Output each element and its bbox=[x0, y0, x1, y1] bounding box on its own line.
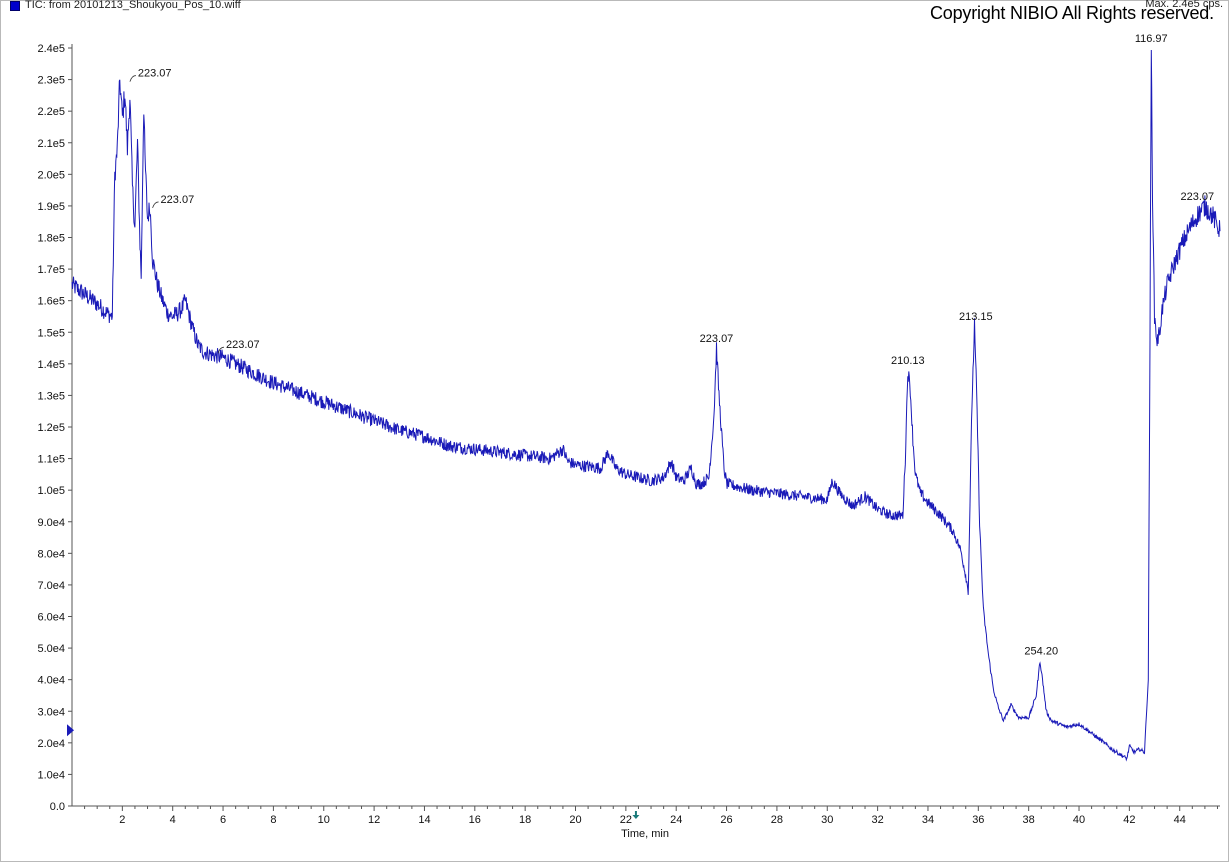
y-tick-label: 4.0e4 bbox=[37, 675, 65, 687]
x-tick-label: 34 bbox=[922, 814, 934, 826]
y-tick-label: 1.4e5 bbox=[37, 359, 65, 371]
peak-leader-line bbox=[217, 346, 225, 354]
axis-markers[interactable] bbox=[67, 724, 640, 819]
y-tick-label: 1.1e5 bbox=[37, 454, 65, 466]
x-tick-label: 26 bbox=[720, 814, 732, 826]
peak-label: 223.07 bbox=[1181, 191, 1215, 203]
x-axis-label: Time, min bbox=[621, 828, 669, 840]
x-tick-label: 8 bbox=[270, 814, 276, 826]
x-tick-label: 32 bbox=[871, 814, 883, 826]
y-tick-label: 8.0e4 bbox=[37, 548, 65, 560]
y-tick-label: 7.0e4 bbox=[37, 580, 65, 592]
x-tick-label: 36 bbox=[972, 814, 984, 826]
peak-label: 223.07 bbox=[161, 194, 195, 206]
y-tick-label: 1.3e5 bbox=[37, 390, 65, 402]
axes bbox=[71, 44, 1220, 807]
peak-label: 254.20 bbox=[1024, 646, 1058, 658]
x-tick-label: 10 bbox=[318, 814, 330, 826]
baseline-marker-icon[interactable] bbox=[67, 724, 74, 737]
retention-time-marker-icon[interactable] bbox=[632, 811, 640, 819]
x-tick-label: 4 bbox=[170, 814, 176, 826]
y-tick-label: 2.0e5 bbox=[37, 169, 65, 181]
tic-trace-line bbox=[71, 49, 1221, 762]
copyright-notice: Copyright NIBIO All Rights reserved. bbox=[930, 3, 1214, 23]
y-tick-label: 6.0e4 bbox=[37, 612, 65, 624]
x-tick-label: 28 bbox=[771, 814, 783, 826]
y-tick-label: 2.3e5 bbox=[37, 75, 65, 87]
x-tick-label: 6 bbox=[220, 814, 226, 826]
peak-label: 223.07 bbox=[226, 339, 260, 351]
y-axis-ticks: 0.0 1.0e4 2.0e4 3.0e4 4.0e4 5.0e4 6.0e4 7.0e4 8.… bbox=[37, 43, 72, 813]
x-tick-label: 42 bbox=[1123, 814, 1135, 826]
chromatogram-title: TIC: from 20101213_Shoukyou_Pos_10.wiff bbox=[25, 0, 241, 11]
y-tick-label: 9.0e4 bbox=[37, 517, 65, 529]
x-tick-label: 30 bbox=[821, 814, 833, 826]
y-tick-label: 2.0e4 bbox=[37, 738, 65, 750]
y-tick-label: 1.0e4 bbox=[37, 769, 65, 781]
max-intensity-label: Max. 2.4e5 cps. bbox=[1145, 0, 1223, 10]
x-tick-label: 20 bbox=[569, 814, 581, 826]
x-tick-label: 2 bbox=[119, 814, 125, 826]
y-tick-label: 1.5e5 bbox=[37, 327, 65, 339]
x-tick-label: 18 bbox=[519, 814, 531, 826]
peak-labels: 223.07 223.07 223.07 223.07 210.13 213.15 254.… bbox=[129, 33, 1215, 658]
x-axis-ticks: 2 4 6 8 10 12 14 16 18 20 22 24 26 28 30 32 34 36 38 40 42 44 bbox=[84, 806, 1218, 826]
y-tick-label: 1.7e5 bbox=[37, 264, 65, 276]
peak-leader-line bbox=[129, 75, 136, 82]
y-tick-label: 2.2e5 bbox=[37, 106, 65, 118]
y-tick-label: 1.2e5 bbox=[37, 422, 65, 434]
x-tick-label: 12 bbox=[368, 814, 380, 826]
x-tick-label: 40 bbox=[1073, 814, 1085, 826]
x-tick-label: 22 bbox=[620, 814, 632, 826]
peak-label: 116.97 bbox=[1135, 33, 1168, 45]
series-color-swatch[interactable] bbox=[10, 1, 20, 11]
x-tick-label: 44 bbox=[1174, 814, 1186, 826]
x-tick-label: 24 bbox=[670, 814, 682, 826]
peak-label: 223.07 bbox=[138, 68, 172, 80]
y-tick-label: 1.0e5 bbox=[37, 485, 65, 497]
y-tick-label: 5.0e4 bbox=[37, 643, 65, 655]
y-tick-label: 3.0e4 bbox=[37, 706, 65, 718]
y-tick-label: 1.9e5 bbox=[37, 201, 65, 213]
peak-label: 213.15 bbox=[959, 311, 993, 323]
y-tick-label: 0.0 bbox=[50, 801, 65, 813]
y-tick-label: 1.6e5 bbox=[37, 296, 65, 308]
peak-label: 223.07 bbox=[700, 333, 734, 345]
y-tick-label: 1.8e5 bbox=[37, 233, 65, 245]
peak-leader-line bbox=[152, 201, 159, 209]
x-tick-label: 16 bbox=[469, 814, 481, 826]
tic-trace bbox=[71, 49, 1221, 762]
x-tick-label: 14 bbox=[418, 814, 430, 826]
y-tick-label: 2.1e5 bbox=[37, 138, 65, 150]
x-tick-label: 38 bbox=[1023, 814, 1035, 826]
y-tick-label: 2.4e5 bbox=[37, 43, 65, 55]
peak-label: 210.13 bbox=[891, 355, 925, 367]
